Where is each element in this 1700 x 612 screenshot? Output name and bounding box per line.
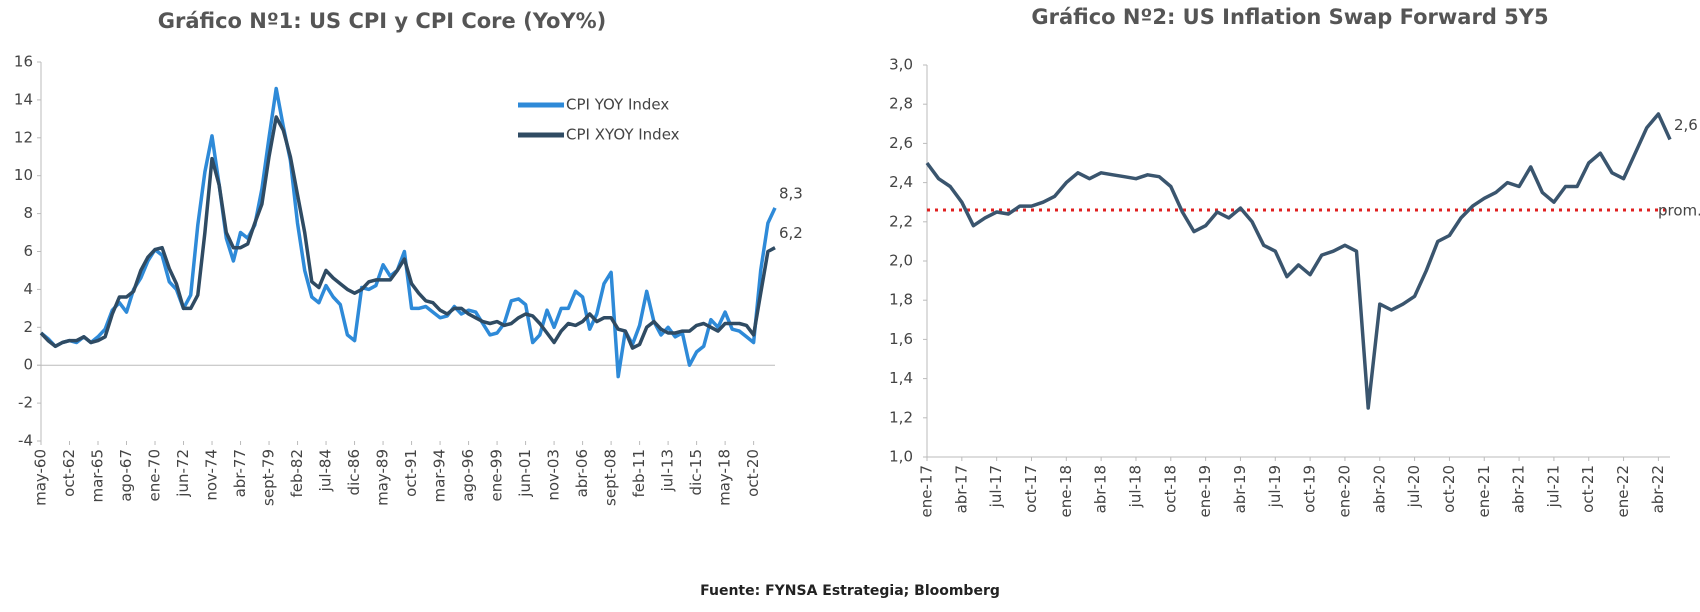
y-tick-label: 16 — [14, 53, 33, 71]
legend-label: CPI YOY Index — [566, 96, 669, 114]
y-tick-label: 4 — [23, 280, 33, 298]
x-tick-label: ene-18 — [1057, 465, 1075, 517]
average-label: prom. — [1658, 202, 1700, 220]
x-tick-label: abr-21 — [1510, 465, 1528, 513]
x-tick-label: abr-77 — [231, 449, 249, 497]
x-tick-label: may-60 — [32, 449, 50, 506]
x-tick-label: ene-70 — [146, 449, 164, 501]
x-tick-label: jul-20 — [1405, 465, 1423, 508]
x-tick-label: sept-79 — [260, 449, 278, 506]
x-tick-label: oct-21 — [1579, 465, 1597, 513]
x-tick-label: ene-20 — [1335, 465, 1353, 517]
chart-title: Gráfico Nº1: US CPI y CPI Core (YoY%) — [158, 9, 607, 33]
y-tick-label: -2 — [18, 394, 33, 412]
x-tick-label: ago-96 — [459, 449, 477, 502]
series-line — [39, 86, 777, 379]
y-tick-label: 2,0 — [889, 252, 913, 270]
x-tick-label: may-89 — [374, 449, 392, 506]
x-tick-label: feb-82 — [288, 449, 306, 498]
y-tick-label: 3,0 — [889, 56, 913, 74]
y-tick-label: 1,4 — [889, 369, 913, 387]
value-label: 6,2 — [779, 224, 803, 242]
x-tick-label: oct-20 — [1440, 465, 1458, 513]
y-tick-label: -4 — [18, 432, 33, 450]
y-tick-label: 1,0 — [889, 448, 913, 466]
y-tick-label: 8 — [23, 204, 33, 222]
x-tick-label: nov-74 — [203, 449, 221, 501]
y-tick-label: 10 — [14, 166, 33, 184]
x-tick-label: abr-19 — [1231, 465, 1249, 513]
x-tick-label: may-18 — [716, 449, 734, 506]
x-tick-label: oct-62 — [60, 449, 78, 497]
x-tick-label: jul-21 — [1544, 465, 1562, 508]
y-tick-label: 2,6 — [889, 134, 913, 152]
series-line — [925, 112, 1672, 410]
x-tick-label: sept-08 — [602, 449, 620, 506]
x-tick-label: ene-19 — [1196, 465, 1214, 517]
x-tick-label: abr-22 — [1649, 465, 1667, 513]
x-tick-label: ene-99 — [488, 449, 506, 501]
x-tick-label: jul-18 — [1126, 465, 1144, 508]
x-tick-label: oct-91 — [402, 449, 420, 497]
x-tick-label: jun-72 — [174, 449, 192, 498]
x-tick-label: oct-20 — [744, 449, 762, 497]
x-tick-label: abr-06 — [573, 449, 591, 497]
y-tick-label: 12 — [14, 128, 33, 146]
x-tick-label: mar-94 — [431, 449, 449, 503]
x-tick-label: abr-20 — [1370, 465, 1388, 513]
x-tick-label: jul-17 — [987, 465, 1005, 508]
value-label: 8,3 — [779, 184, 803, 202]
y-tick-label: 1,6 — [889, 330, 913, 348]
source: Fuente: FYNSA Estrategia; Bloomberg — [700, 583, 1000, 599]
y-tick-label: 0 — [23, 356, 33, 374]
x-tick-label: oct-17 — [1022, 465, 1040, 513]
x-tick-label: jul-13 — [659, 449, 677, 492]
y-tick-label: 1,8 — [889, 291, 913, 309]
x-tick-label: abr-18 — [1092, 465, 1110, 513]
y-tick-label: 2,8 — [889, 95, 913, 113]
x-tick-label: dic-86 — [345, 449, 363, 495]
x-tick-label: ene-17 — [918, 465, 936, 517]
y-tick-label: 6 — [23, 242, 33, 260]
x-tick-label: ene-22 — [1614, 465, 1632, 517]
x-tick-label: jul-84 — [317, 449, 335, 492]
legend-label: CPI XYOY Index — [566, 126, 680, 144]
y-tick-label: 14 — [14, 90, 33, 108]
x-tick-label: oct-18 — [1161, 465, 1179, 513]
x-tick-label: abr-17 — [952, 465, 970, 513]
y-tick-label: 2,4 — [889, 173, 913, 191]
x-tick-label: ene-21 — [1475, 465, 1493, 517]
chart-title: Gráfico Nº2: US Inflation Swap Forward 5… — [1031, 5, 1548, 29]
x-tick-label: feb-11 — [630, 449, 648, 498]
x-tick-label: oct-19 — [1301, 465, 1319, 513]
y-tick-label: 2 — [23, 318, 33, 336]
x-tick-label: dic-15 — [687, 449, 705, 495]
value-label: 2,6 — [1674, 116, 1698, 134]
y-tick-label: 2,2 — [889, 212, 913, 230]
x-tick-label: jun-01 — [516, 449, 534, 498]
series-line — [39, 115, 776, 350]
x-tick-label: mar-65 — [89, 449, 107, 503]
y-tick-label: 1,2 — [889, 408, 913, 426]
x-tick-label: nov-03 — [545, 449, 563, 501]
x-tick-label: jul-19 — [1266, 465, 1284, 508]
x-tick-label: ago-67 — [117, 449, 135, 502]
